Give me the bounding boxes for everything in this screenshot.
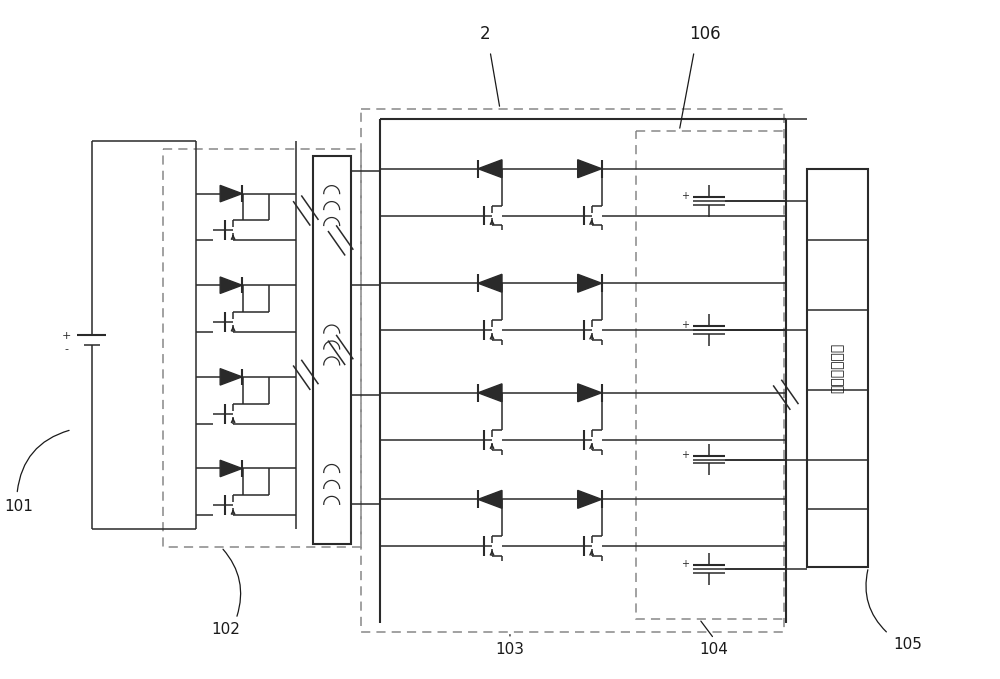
Bar	[636, 131, 786, 619]
Text: 103: 103	[495, 642, 524, 657]
Bar	[313, 155, 351, 544]
Bar	[807, 168, 868, 567]
Polygon shape	[478, 274, 502, 292]
Text: 电压采集模块: 电压采集模块	[831, 343, 845, 393]
Text: +: +	[681, 449, 689, 460]
Text: +: +	[681, 320, 689, 330]
Polygon shape	[578, 490, 602, 509]
Text: +: +	[62, 331, 71, 342]
Polygon shape	[478, 384, 502, 402]
Text: +: +	[681, 559, 689, 569]
Text: 104: 104	[699, 642, 728, 657]
Text: 101: 101	[4, 499, 33, 514]
Bar	[361, 109, 784, 631]
Polygon shape	[220, 460, 242, 477]
Polygon shape	[220, 185, 242, 202]
Polygon shape	[220, 277, 242, 293]
Polygon shape	[578, 384, 602, 402]
Polygon shape	[578, 274, 602, 292]
Bar	[163, 149, 361, 547]
Text: 106: 106	[689, 25, 721, 43]
Text: 105: 105	[893, 637, 922, 652]
Polygon shape	[578, 160, 602, 178]
Polygon shape	[478, 160, 502, 178]
Text: 2: 2	[480, 25, 491, 43]
Polygon shape	[220, 369, 242, 385]
Polygon shape	[478, 490, 502, 509]
Text: +: +	[681, 191, 689, 201]
Text: 102: 102	[211, 622, 240, 637]
Text: -: -	[65, 344, 69, 354]
